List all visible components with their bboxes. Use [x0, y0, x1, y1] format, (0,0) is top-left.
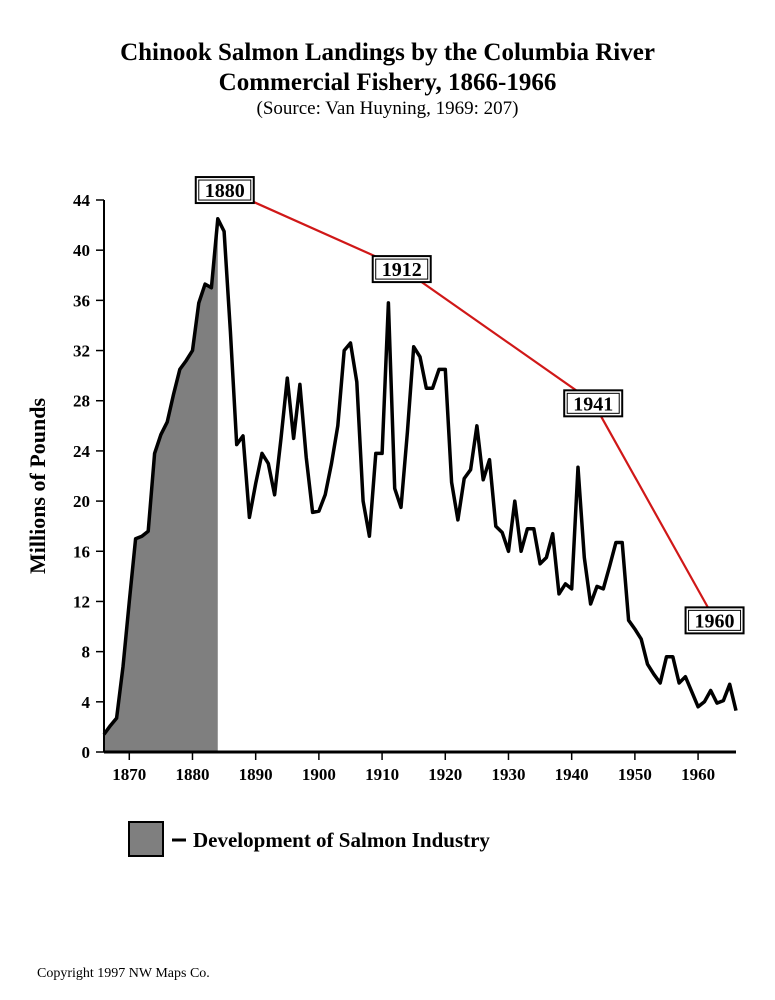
annotation-box [563, 389, 624, 418]
annotation-box [194, 176, 255, 205]
x-tick-label: 1960 [681, 765, 715, 784]
legend-swatch [128, 821, 164, 857]
annotation-inner-box [566, 392, 620, 414]
x-tick-label: 1920 [428, 765, 462, 784]
y-tick-label: 4 [82, 693, 91, 712]
y-tick-label: 28 [73, 392, 90, 411]
x-tick-label: 1900 [302, 765, 336, 784]
annotation-1941: 1941 [563, 389, 624, 418]
x-tick-label: 1870 [112, 765, 146, 784]
annotation-inner-box [688, 609, 742, 631]
x-tick-label: 1930 [491, 765, 525, 784]
annotation-label: 1880 [205, 180, 245, 202]
annotation-1880: 1880 [194, 176, 255, 205]
shaded-region-layer [104, 218, 218, 753]
x-tick-label: 1890 [239, 765, 273, 784]
y-tick-label: 24 [73, 442, 91, 461]
annotation-label: 1912 [382, 259, 422, 281]
annotation-1960: 1960 [684, 606, 745, 635]
annotation-layer: 1880 1912 1941 1960 [194, 176, 745, 635]
source-note: (Source: Van Huyning, 1969: 207) [256, 98, 519, 119]
y-tick-label: 16 [73, 542, 90, 561]
series-line [102, 217, 738, 736]
annotation-inner-box [375, 258, 429, 280]
y-tick-label: 36 [73, 291, 90, 310]
y-tick-label: 44 [73, 191, 91, 210]
series-layer [102, 217, 738, 736]
chart-title-line-2: Commercial Fishery, 1866-1966 [218, 69, 557, 96]
y-tick-label: 32 [73, 342, 90, 361]
shaded-region [104, 218, 218, 753]
x-tick-label: 1880 [175, 765, 209, 784]
y-tick-label: 20 [73, 492, 90, 511]
axes-layer: 0 4 8 12 16 20 24 28 32 36 40 44 1870 1880 1890 1900 191… [25, 191, 736, 784]
legend: Development of Salmon Industry [128, 821, 490, 857]
peak-trend-line [224, 188, 716, 620]
y-tick-label: 12 [73, 592, 90, 611]
annotation-box [371, 255, 432, 284]
trend-layer [224, 188, 716, 620]
y-axis-label: Millions of Pounds [25, 398, 50, 574]
x-tick-label: 1910 [365, 765, 399, 784]
x-tick-label: 1940 [555, 765, 589, 784]
chart-title-line-1: Chinook Salmon Landings by the Columbia … [120, 39, 655, 66]
y-tick-label: 40 [73, 241, 90, 260]
y-tick-label: 0 [82, 743, 91, 762]
annotation-1912: 1912 [371, 255, 432, 284]
annotation-box [684, 606, 745, 635]
x-tick-label: 1950 [618, 765, 652, 784]
annotation-inner-box [198, 179, 252, 201]
legend-label: Development of Salmon Industry [193, 828, 490, 852]
annotation-label: 1960 [695, 610, 735, 632]
copyright-note: Copyright 1997 NW Maps Co. [37, 966, 210, 981]
annotation-label: 1941 [573, 393, 613, 415]
y-tick-label: 8 [82, 643, 91, 662]
